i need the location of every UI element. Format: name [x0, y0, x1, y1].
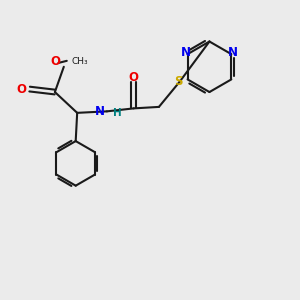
Text: O: O [50, 55, 60, 68]
Text: H: H [113, 108, 122, 118]
Text: O: O [17, 82, 27, 96]
Text: CH₃: CH₃ [71, 57, 88, 66]
Text: O: O [129, 71, 139, 84]
Text: S: S [174, 75, 182, 88]
Text: N: N [228, 46, 238, 59]
Text: N: N [94, 105, 104, 118]
Text: N: N [181, 46, 191, 59]
